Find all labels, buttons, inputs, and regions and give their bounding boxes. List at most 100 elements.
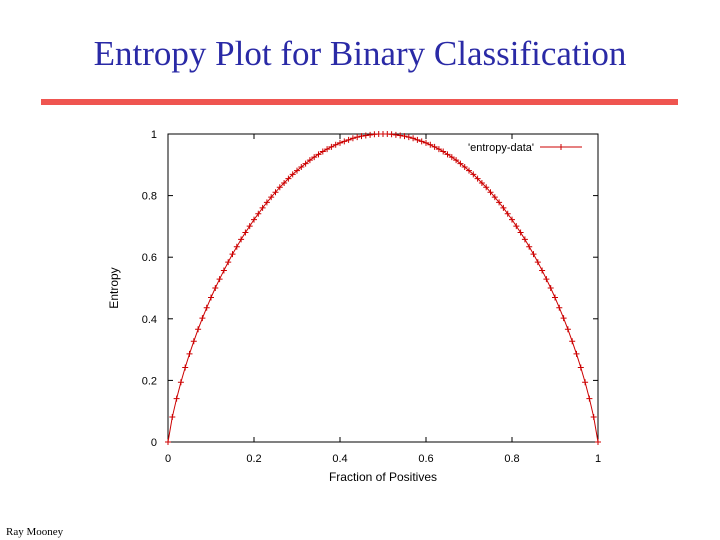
x-tick-label: 0.2 bbox=[246, 453, 261, 465]
y-tick-label: 0.4 bbox=[142, 314, 157, 326]
legend-label: 'entropy-data' bbox=[468, 142, 534, 154]
data-point bbox=[203, 304, 210, 311]
data-point bbox=[289, 171, 296, 178]
data-point bbox=[165, 439, 171, 445]
entropy-series-line bbox=[167, 133, 599, 443]
data-point bbox=[560, 315, 567, 322]
data-point bbox=[564, 326, 571, 333]
data-point bbox=[453, 157, 460, 164]
data-point bbox=[483, 184, 490, 191]
data-point bbox=[491, 194, 498, 201]
data-point bbox=[474, 175, 481, 182]
data-point bbox=[332, 141, 339, 148]
data-point bbox=[177, 379, 184, 386]
legend-marker bbox=[558, 144, 564, 150]
data-point bbox=[190, 338, 197, 345]
y-tick-label: 0.6 bbox=[142, 252, 157, 264]
data-point bbox=[341, 138, 348, 145]
data-point bbox=[435, 146, 442, 153]
data-point bbox=[500, 204, 507, 211]
data-point bbox=[397, 132, 404, 139]
data-point bbox=[577, 364, 584, 371]
data-point bbox=[410, 135, 417, 142]
data-point bbox=[294, 167, 300, 174]
data-point bbox=[534, 259, 541, 266]
data-point bbox=[186, 350, 193, 357]
y-tick-label: 0 bbox=[151, 437, 157, 449]
data-point bbox=[401, 133, 408, 140]
data-point bbox=[238, 236, 245, 243]
data-point bbox=[440, 148, 447, 155]
data-point bbox=[225, 259, 232, 266]
data-point bbox=[595, 439, 601, 445]
data-point bbox=[362, 132, 369, 139]
data-point bbox=[173, 395, 180, 402]
data-point bbox=[423, 139, 429, 146]
legend-sample bbox=[540, 144, 582, 150]
x-tick-label: 0.8 bbox=[504, 453, 519, 465]
data-point bbox=[319, 148, 326, 155]
data-point bbox=[478, 179, 485, 186]
data-point bbox=[242, 229, 249, 236]
x-tick-label: 0.4 bbox=[332, 453, 347, 465]
title-underline bbox=[41, 99, 678, 105]
data-point bbox=[311, 154, 318, 161]
data-point bbox=[208, 294, 214, 301]
y-axis-label: Entropy bbox=[107, 267, 121, 308]
data-point bbox=[418, 138, 425, 145]
y-tick-label: 1 bbox=[151, 129, 157, 141]
data-point bbox=[216, 276, 223, 283]
data-point bbox=[302, 160, 309, 167]
y-axis-ticks: 0 0.2 0.4 0.6 0.8 1 bbox=[142, 129, 598, 449]
data-point bbox=[457, 160, 464, 167]
x-axis-ticks: 0 0.2 0.4 0.6 0.8 1 bbox=[165, 134, 601, 465]
data-point bbox=[251, 216, 257, 223]
data-point bbox=[195, 326, 202, 333]
data-point bbox=[298, 163, 305, 170]
data-point bbox=[337, 139, 343, 146]
data-point bbox=[315, 151, 322, 158]
data-point bbox=[539, 267, 546, 274]
x-axis-label: Fraction of Positives bbox=[329, 470, 437, 484]
data-point bbox=[255, 210, 262, 217]
data-point bbox=[427, 141, 434, 148]
data-point bbox=[444, 151, 451, 158]
data-point bbox=[182, 364, 189, 371]
data-point bbox=[573, 350, 580, 357]
data-point bbox=[556, 304, 563, 311]
data-point bbox=[552, 294, 558, 301]
data-point bbox=[461, 163, 468, 170]
data-point bbox=[392, 131, 399, 138]
x-tick-label: 1 bbox=[595, 453, 601, 465]
data-point bbox=[521, 236, 528, 243]
data-point bbox=[233, 243, 240, 250]
data-point bbox=[281, 179, 288, 186]
data-point bbox=[246, 223, 253, 230]
data-point bbox=[569, 338, 576, 345]
data-point bbox=[590, 414, 597, 421]
data-point bbox=[388, 131, 395, 138]
data-point bbox=[414, 136, 421, 143]
data-point bbox=[276, 184, 283, 191]
data-point bbox=[405, 134, 412, 141]
data-point bbox=[229, 251, 236, 258]
data-point bbox=[470, 171, 477, 178]
data-point bbox=[586, 395, 593, 402]
data-point bbox=[349, 135, 356, 142]
data-point bbox=[328, 143, 335, 150]
data-point bbox=[509, 216, 515, 223]
data-point bbox=[504, 210, 511, 217]
data-point bbox=[487, 189, 494, 196]
data-point bbox=[526, 243, 533, 250]
data-point bbox=[513, 223, 520, 230]
data-point bbox=[547, 285, 554, 291]
data-point bbox=[466, 167, 472, 174]
data-point bbox=[354, 134, 361, 141]
data-point bbox=[530, 251, 537, 258]
data-point bbox=[220, 267, 227, 274]
data-point bbox=[324, 146, 331, 153]
data-point bbox=[345, 136, 352, 143]
data-point bbox=[448, 154, 455, 161]
y-tick-label: 0.8 bbox=[142, 191, 157, 203]
